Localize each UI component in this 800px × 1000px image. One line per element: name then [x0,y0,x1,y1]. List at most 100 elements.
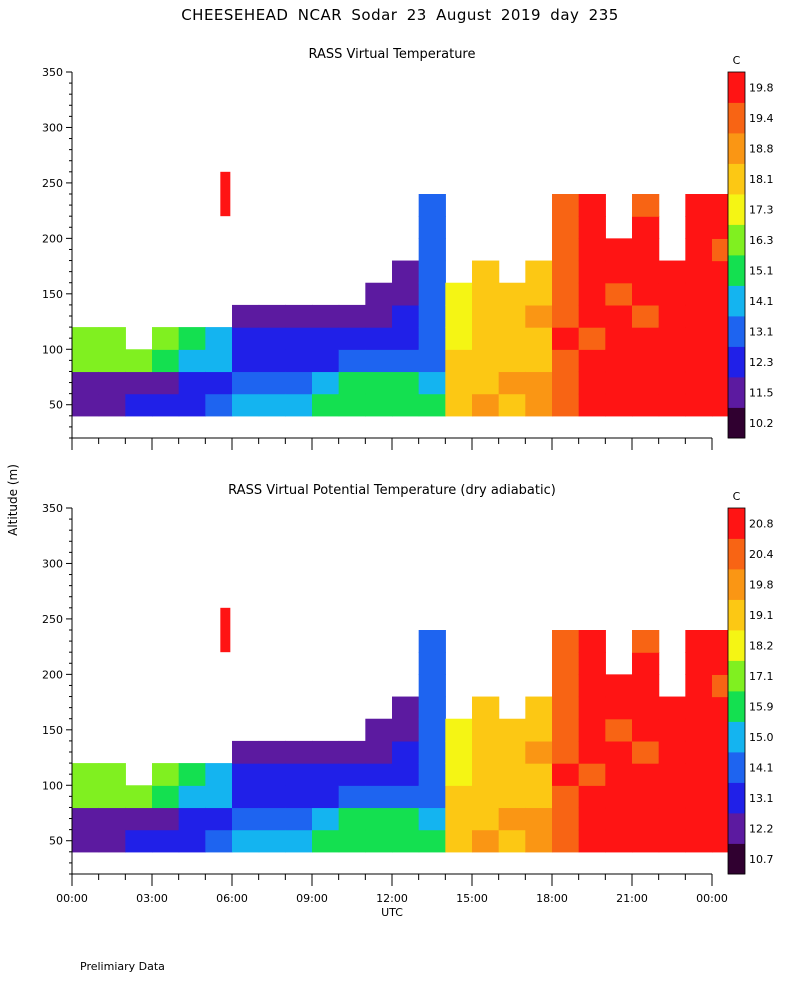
heatmap-cell [445,829,473,853]
heatmap-cell [98,393,126,417]
y-tick-label: 100 [42,343,63,356]
heatmap-cell [338,371,366,395]
heatmap-cell [578,393,606,417]
heatmap-cell [338,763,366,786]
high-altitude-echo [220,171,231,217]
x-tick-label: 15:00 [456,892,488,905]
heatmap-cell [418,652,446,675]
heatmap-cell [685,282,713,306]
heatmap-cell [312,807,340,831]
heatmap-cell [365,740,393,764]
heatmap-cell [285,393,313,417]
heatmap-cell [178,829,206,853]
heatmap-cell [552,371,580,395]
heatmap-cell [552,282,580,306]
heatmap-cell [685,371,713,395]
heatmap-cell [312,763,340,786]
heatmap-cell [552,829,580,853]
heatmap-cell [258,349,286,373]
heatmap-cell [578,807,606,831]
colorbar-swatch [728,255,745,286]
heatmap-cell [578,282,606,306]
heatmap-cell [498,349,526,373]
heatmap-cell [552,304,580,328]
heatmap-cell [232,393,260,417]
heatmap-cell [658,327,686,350]
heatmap-cell [605,393,633,417]
colorbar-label: 20.8 [749,517,774,530]
heatmap-cell [285,740,313,764]
heatmap-cell [72,393,100,417]
heatmap-cell [605,785,633,809]
heatmap-cell [658,304,686,328]
preliminary-data-note: Prelimiary Data [80,960,165,973]
heatmap-cell [285,829,313,853]
heatmap-cell [205,349,233,373]
heatmap-cell [152,371,180,395]
heatmap-cell [632,630,660,653]
heatmap-cell [685,260,713,284]
heatmap-cell [658,349,686,373]
heatmap-cell [152,785,180,809]
heatmap-cell [205,763,233,786]
heatmap-cell [632,807,660,831]
heatmap-cell [658,740,686,764]
heatmap-cell [365,282,393,306]
heatmap-cell [552,652,580,675]
heatmap-cell [472,371,500,395]
heatmap-cell [632,393,660,417]
heatmap-cell [605,238,633,262]
heatmap-cell [658,393,686,417]
colorbar-label: 19.4 [749,112,774,125]
heatmap-cell [152,829,180,853]
colorbar-unit: C [733,490,741,503]
heatmap-cell [312,785,340,809]
heatmap-cell [205,785,233,809]
heatmap-cell [498,393,526,417]
heatmap-cell [72,763,100,786]
heatmap-cell [232,304,260,328]
heatmap-cell [525,740,553,764]
heatmap-cell [365,371,393,395]
heatmap-cell [232,740,260,764]
heatmap-cell [685,238,713,262]
heatmap-cell [392,327,420,350]
heatmap-cell [552,260,580,284]
heatmap-cell [658,260,686,284]
colorbar-swatch [728,508,745,539]
heatmap-cell [285,327,313,350]
heatmap-cell [178,327,206,350]
heatmap-cell [178,371,206,395]
y-tick-label: 200 [42,232,63,245]
heatmap-cell [525,829,553,853]
heatmap-cell [98,763,126,786]
heatmap-cell [658,829,686,853]
heatmap-cell [498,282,526,306]
heatmap-cell [632,349,660,373]
heatmap-cell [578,785,606,809]
colorbar-label: 13.1 [749,325,774,338]
heatmap-cell [632,304,660,328]
x-tick-label: 00:00 [56,892,88,905]
heatmap-cell [72,327,100,350]
heatmap-cell [525,282,553,306]
heatmap-cell [418,260,446,284]
heatmap-cell [578,194,606,217]
heatmap-cell [525,304,553,328]
heatmap-cell [178,349,206,373]
heatmap-cell [685,740,713,764]
heatmap-cell [178,763,206,786]
colorbar-label: 14.1 [749,295,774,308]
heatmap-cell [392,740,420,764]
colorbar-swatch [728,569,745,600]
heatmap-cell [658,371,686,395]
heatmap-cell [605,327,633,350]
heatmap-cell [152,327,180,350]
heatmap-cell [498,785,526,809]
heatmap-cell [632,652,660,675]
heatmap-cell [418,763,446,786]
heatmap-cell [605,674,633,698]
y-tick-label: 200 [42,668,63,681]
heatmap-cell [258,763,286,786]
